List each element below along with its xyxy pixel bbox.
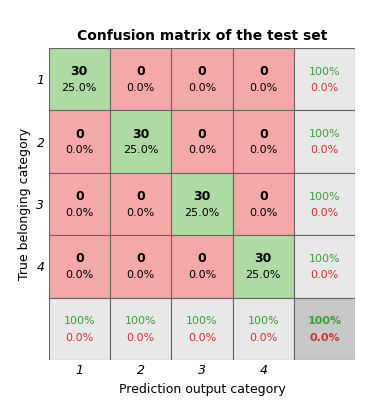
Bar: [294, 298, 355, 360]
Text: 30: 30: [132, 128, 149, 141]
Bar: [110, 173, 171, 235]
Bar: [233, 173, 294, 235]
Text: 0.0%: 0.0%: [65, 270, 94, 280]
Text: 30: 30: [255, 252, 272, 266]
Text: 0.0%: 0.0%: [126, 270, 155, 280]
Title: Confusion matrix of the test set: Confusion matrix of the test set: [77, 29, 327, 43]
Bar: [110, 110, 171, 173]
Bar: [49, 110, 110, 173]
Text: 0: 0: [75, 252, 84, 266]
Text: 0: 0: [136, 252, 145, 266]
Text: 25.0%: 25.0%: [184, 208, 220, 218]
Bar: [171, 298, 233, 360]
Text: 0.0%: 0.0%: [65, 332, 94, 342]
Text: 100%: 100%: [309, 129, 340, 139]
Text: 0.0%: 0.0%: [126, 208, 155, 218]
Text: 0.0%: 0.0%: [249, 208, 278, 218]
Bar: [171, 173, 233, 235]
Bar: [110, 48, 171, 110]
Text: 0.0%: 0.0%: [65, 208, 94, 218]
Text: 0.0%: 0.0%: [249, 83, 278, 93]
X-axis label: Prediction output category: Prediction output category: [119, 383, 285, 396]
Y-axis label: True belonging category: True belonging category: [18, 128, 31, 280]
Text: 25.0%: 25.0%: [123, 145, 158, 155]
Bar: [171, 48, 233, 110]
Text: 0.0%: 0.0%: [126, 332, 155, 342]
Text: 100%: 100%: [309, 254, 340, 264]
Text: 0.0%: 0.0%: [188, 83, 216, 93]
Text: 0: 0: [259, 128, 268, 141]
Bar: [110, 298, 171, 360]
Text: 0.0%: 0.0%: [126, 83, 155, 93]
Bar: [49, 48, 110, 110]
Text: 100%: 100%: [309, 192, 340, 202]
Bar: [49, 235, 110, 298]
Bar: [294, 235, 355, 298]
Bar: [233, 48, 294, 110]
Text: 0.0%: 0.0%: [309, 332, 340, 342]
Text: 0: 0: [197, 65, 206, 78]
Bar: [171, 235, 233, 298]
Text: 0: 0: [259, 65, 268, 78]
Text: 100%: 100%: [307, 316, 342, 326]
Text: 0.0%: 0.0%: [310, 145, 339, 155]
Text: 25.0%: 25.0%: [62, 83, 97, 93]
Text: 0.0%: 0.0%: [249, 332, 278, 342]
Text: 100%: 100%: [125, 316, 156, 326]
Text: 0.0%: 0.0%: [188, 145, 216, 155]
Text: 0.0%: 0.0%: [65, 145, 94, 155]
Bar: [49, 298, 110, 360]
Text: 100%: 100%: [186, 316, 218, 326]
Bar: [233, 298, 294, 360]
Text: 100%: 100%: [64, 316, 95, 326]
Bar: [49, 173, 110, 235]
Text: 0: 0: [75, 190, 84, 203]
Text: 30: 30: [193, 190, 211, 203]
Text: 30: 30: [71, 65, 88, 78]
Text: 0.0%: 0.0%: [310, 208, 339, 218]
Bar: [233, 110, 294, 173]
Text: 0.0%: 0.0%: [310, 270, 339, 280]
Text: 0.0%: 0.0%: [249, 145, 278, 155]
Bar: [110, 235, 171, 298]
Text: 100%: 100%: [248, 316, 279, 326]
Text: 0: 0: [75, 128, 84, 141]
Text: 0.0%: 0.0%: [188, 270, 216, 280]
Bar: [171, 110, 233, 173]
Text: 0.0%: 0.0%: [310, 83, 339, 93]
Bar: [233, 235, 294, 298]
Text: 0: 0: [136, 190, 145, 203]
Bar: [294, 173, 355, 235]
Text: 0: 0: [259, 190, 268, 203]
Text: 25.0%: 25.0%: [246, 270, 281, 280]
Text: 0: 0: [197, 128, 206, 141]
Text: 100%: 100%: [309, 67, 340, 77]
Text: 0: 0: [197, 252, 206, 266]
Bar: [294, 48, 355, 110]
Text: 0.0%: 0.0%: [188, 332, 216, 342]
Text: 0: 0: [136, 65, 145, 78]
Bar: [294, 110, 355, 173]
